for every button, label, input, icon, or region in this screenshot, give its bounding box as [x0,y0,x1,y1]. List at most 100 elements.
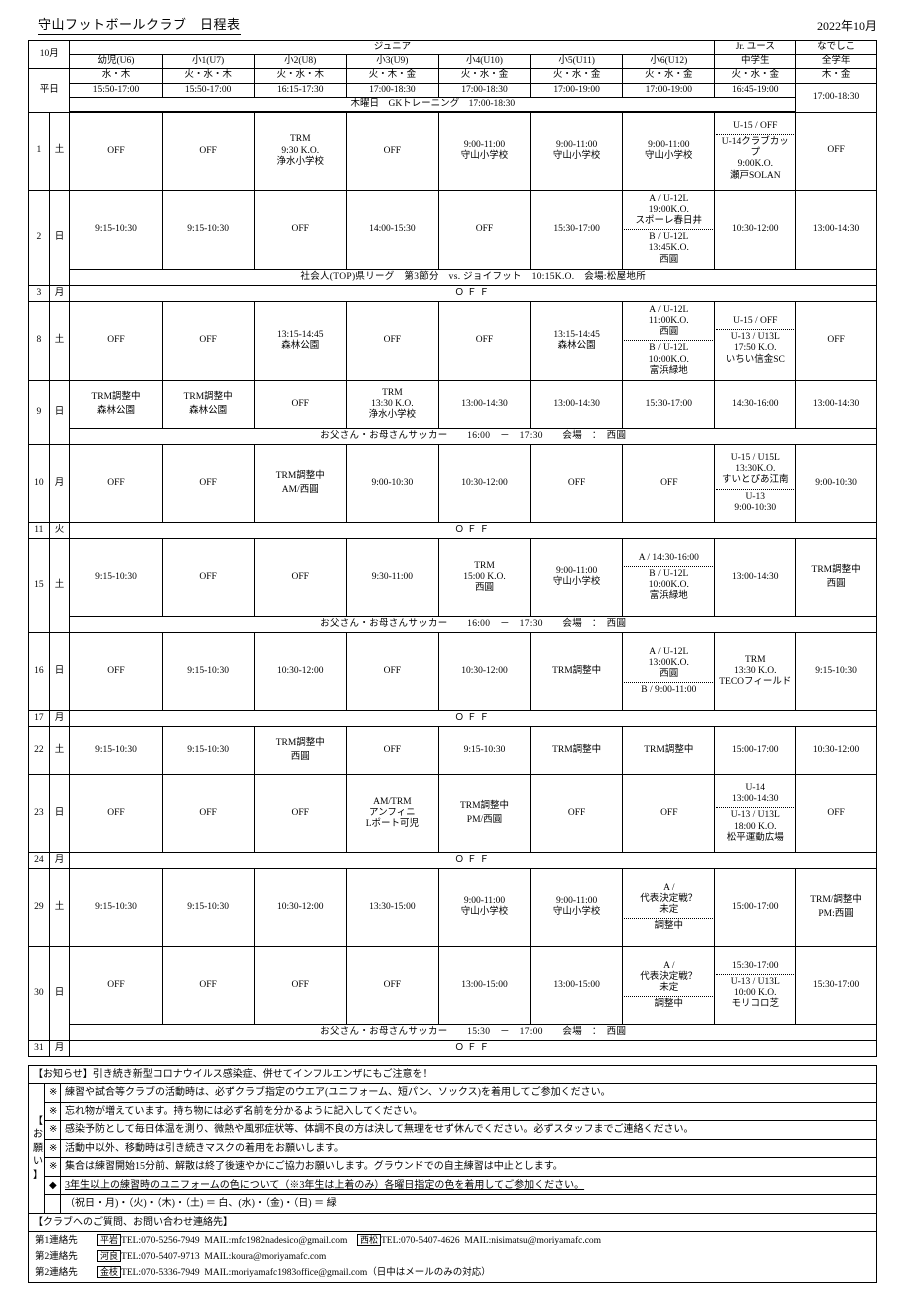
schedule-cell-15-7[interactable]: 13:00-14:30 [714,537,797,617]
schedule-cell-15-3[interactable]: 9:30-11:00 [345,537,439,617]
schedule-cell-10-0[interactable]: OFF [69,443,163,523]
schedule-cell-8-4[interactable]: OFF [437,300,532,381]
schedule-cell-1-5[interactable]: 9:00-11:00 守山小学校 [530,111,624,191]
schedule-cell-16-0[interactable]: OFF [69,631,163,711]
schedule-cell-1-3[interactable]: OFF [345,111,439,191]
schedule-cell-16-6[interactable]: A / U-12L 13:00K.O. 西圓 B / 9:00-11:00 [622,631,716,711]
schedule-cell-1-7[interactable]: U-15 / OFF U-14クラブカップ 9:00K.O. 瀬戸SOLAN [714,111,797,191]
schedule-cell-23-2[interactable]: OFF [253,773,347,853]
schedule-cell-30-7[interactable]: 15:30-17:00 U-13 / U13L 10:00 K.O. モリコロ芝 [714,945,797,1025]
schedule-cell-2-5[interactable]: 15:30-17:00 [530,189,624,270]
schedule-cell-8-8[interactable]: OFF [795,300,877,381]
schedule-cell-30-1[interactable]: OFF [161,945,255,1025]
schedule-cell-9-6[interactable]: 15:30-17:00 [622,379,716,429]
schedule-cell-29-2[interactable]: 10:30-12:00 [253,867,347,947]
schedule-cell-9-8[interactable]: 13:00-14:30 [795,379,877,429]
schedule-cell-1-4[interactable]: 9:00-11:00 守山小学校 [437,111,532,191]
schedule-cell-8-0[interactable]: OFF [69,300,163,381]
schedule-cell-29-6[interactable]: A / 代表決定戦？ 未定 調整中 [622,867,716,947]
schedule-cell-2-1[interactable]: 9:15-10:30 [161,189,255,270]
schedule-cell-15-0[interactable]: 9:15-10:30 [69,537,163,617]
schedule-cell-30-8[interactable]: 15:30-17:00 [795,945,877,1025]
schedule-cell-10-4[interactable]: 10:30-12:00 [437,443,532,523]
schedule-cell-29-7[interactable]: 15:00-17:00 [714,867,797,947]
schedule-cell-9-7[interactable]: 14:30-16:00 [714,379,797,429]
schedule-cell-22-5[interactable]: TRM調整中 [530,725,624,775]
schedule-cell-2-3[interactable]: 14:00-15:30 [345,189,439,270]
schedule-cell-23-0[interactable]: OFF [69,773,163,853]
schedule-cell-10-2[interactable]: TRM調整中 AM/西圓 [253,443,347,523]
schedule-cell-8-3[interactable]: OFF [345,300,439,381]
schedule-cell-30-3[interactable]: OFF [345,945,439,1025]
schedule-cell-16-4[interactable]: 10:30-12:00 [437,631,532,711]
contact-mail2-0[interactable]: MAIL:nisimatsu@moriyamafc.com [464,1236,602,1247]
schedule-cell-15-1[interactable]: OFF [161,537,255,617]
schedule-cell-30-6[interactable]: A / 代表決定戦？ 未定 調整中 [622,945,716,1025]
schedule-cell-1-2[interactable]: TRM 9:30 K.O. 浄水小学校 [253,111,347,191]
schedule-cell-29-4[interactable]: 9:00-11:00 守山小学校 [437,867,532,947]
schedule-cell-23-1[interactable]: OFF [161,773,255,853]
schedule-cell-16-7[interactable]: TRM 13:30 K.O. TECOフィールド [714,631,797,711]
schedule-cell-8-6[interactable]: A / U-12L 11:00K.O. 西圓 B / U-12L 10:00K.O. 富浜… [622,300,716,381]
schedule-cell-8-1[interactable]: OFF [161,300,255,381]
schedule-cell-10-6[interactable]: OFF [622,443,716,523]
schedule-cell-1-1[interactable]: OFF [161,111,255,191]
schedule-cell-30-4[interactable]: 13:00-15:00 [437,945,532,1025]
schedule-cell-29-3[interactable]: 13:30-15:00 [345,867,439,947]
schedule-cell-22-7[interactable]: 15:00-17:00 [714,725,797,775]
schedule-cell-23-6[interactable]: OFF [622,773,716,853]
schedule-cell-9-0[interactable]: TRM調整中 森林公園 [69,379,163,429]
schedule-cell-1-0[interactable]: OFF [69,111,163,191]
schedule-cell-8-2[interactable]: 13:15-14:45 森林公園 [253,300,347,381]
schedule-cell-9-4[interactable]: 13:00-14:30 [437,379,532,429]
schedule-cell-9-1[interactable]: TRM調整中 森林公園 [161,379,255,429]
contact-mail-1[interactable]: MAIL:koura@moriyamafc.com [204,1252,327,1263]
schedule-cell-2-6[interactable]: A / U-12L 19:00K.O. スポーレ春日井 B / U-12L 13:45K… [622,189,716,270]
schedule-cell-9-5[interactable]: 13:00-14:30 [530,379,624,429]
schedule-cell-23-4[interactable]: TRM調整中 PM/西圓 [437,773,532,853]
schedule-cell-8-5[interactable]: 13:15-14:45 森林公園 [530,300,624,381]
schedule-cell-22-2[interactable]: TRM調整中 西圓 [253,725,347,775]
schedule-cell-2-2[interactable]: OFF [253,189,347,270]
schedule-cell-1-8[interactable]: OFF [795,111,877,191]
schedule-cell-9-2[interactable]: OFF [253,379,347,429]
schedule-cell-2-8[interactable]: 13:00-14:30 [795,189,877,270]
schedule-cell-22-3[interactable]: OFF [345,725,439,775]
schedule-cell-10-1[interactable]: OFF [161,443,255,523]
schedule-cell-30-0[interactable]: OFF [69,945,163,1025]
schedule-cell-16-1[interactable]: 9:15-10:30 [161,631,255,711]
schedule-cell-23-7[interactable]: U-14 13:00-14:30 U-13 / U13L 18:00 K.O. 松平運動… [714,773,797,853]
schedule-cell-9-3[interactable]: TRM 13:30 K.O. 浄水小学校 [345,379,439,429]
schedule-cell-22-0[interactable]: 9:15-10:30 [69,725,163,775]
schedule-cell-22-1[interactable]: 9:15-10:30 [161,725,255,775]
schedule-cell-16-3[interactable]: OFF [345,631,439,711]
schedule-cell-2-7[interactable]: 10:30-12:00 [714,189,797,270]
schedule-cell-23-5[interactable]: OFF [530,773,624,853]
schedule-cell-1-6[interactable]: 9:00-11:00 守山小学校 [622,111,716,191]
schedule-cell-30-5[interactable]: 13:00-15:00 [530,945,624,1025]
schedule-cell-29-8[interactable]: TRM/調整中 PM:西圓 [795,867,877,947]
schedule-cell-22-8[interactable]: 10:30-12:00 [795,725,877,775]
schedule-cell-15-2[interactable]: OFF [253,537,347,617]
schedule-cell-15-4[interactable]: TRM 15:00 K.O. 西圓 [437,537,532,617]
schedule-cell-22-6[interactable]: TRM調整中 [622,725,716,775]
schedule-cell-2-0[interactable]: 9:15-10:30 [69,189,163,270]
schedule-cell-8-7[interactable]: U-15 / OFF U-13 / U13L 17:50 K.O. いちい信金SC [714,300,797,381]
schedule-cell-16-8[interactable]: 9:15-10:30 [795,631,877,711]
schedule-cell-15-8[interactable]: TRM調整中 西圓 [795,537,877,617]
schedule-cell-10-7[interactable]: U-15 / U15L 13:30K.O. すいとぴあ江南 U-13 9:00-10:3… [714,443,797,523]
schedule-cell-10-5[interactable]: OFF [530,443,624,523]
schedule-cell-2-4[interactable]: OFF [437,189,532,270]
schedule-cell-22-4[interactable]: 9:15-10:30 [437,725,532,775]
schedule-cell-16-2[interactable]: 10:30-12:00 [253,631,347,711]
schedule-cell-16-5[interactable]: TRM調整中 [530,631,624,711]
schedule-cell-15-6[interactable]: A / 14:30-16:00 B / U-12L 10:00K.O. 富浜緑地 [622,537,716,617]
schedule-cell-29-0[interactable]: 9:15-10:30 [69,867,163,947]
schedule-cell-23-3[interactable]: AM/TRM アンフィニ Lポート可児 [345,773,439,853]
schedule-cell-30-2[interactable]: OFF [253,945,347,1025]
schedule-cell-29-1[interactable]: 9:15-10:30 [161,867,255,947]
schedule-cell-29-5[interactable]: 9:00-11:00 守山小学校 [530,867,624,947]
schedule-cell-23-8[interactable]: OFF [795,773,877,853]
contact-mail-0[interactable]: MAIL:mfc1982nadesico@gmail.com [204,1236,348,1247]
contact-mail-2[interactable]: MAIL:moriyamafc1983office@gmail.com（日中はメ… [204,1268,491,1279]
